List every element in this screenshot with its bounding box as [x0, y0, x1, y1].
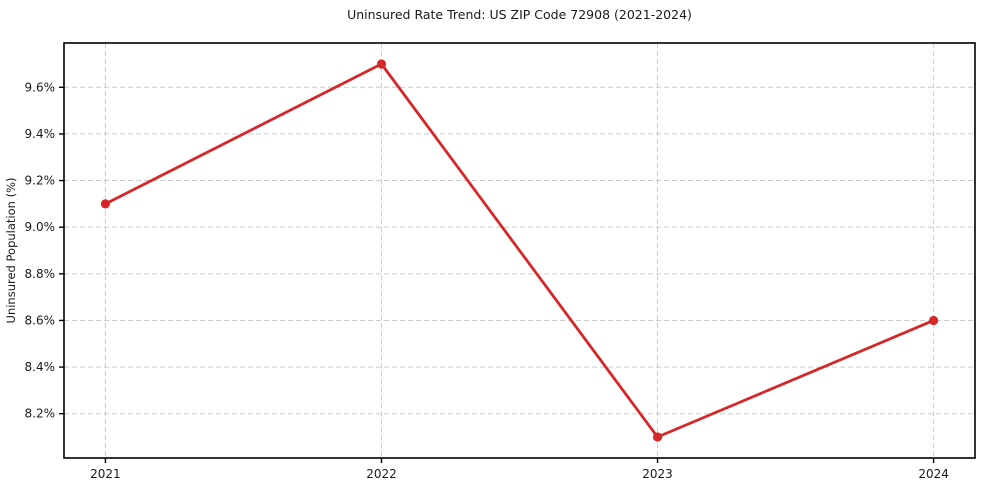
x-tick-label: 2021	[90, 467, 121, 481]
data-point-marker	[376, 59, 387, 69]
x-tick-label: 2024	[918, 467, 949, 481]
y-tick-label: 9.6%	[25, 80, 56, 94]
y-tick-label: 8.4%	[25, 360, 56, 374]
data-point-marker	[100, 199, 111, 209]
y-tick-label: 9.4%	[25, 127, 56, 141]
data-point-marker	[928, 315, 939, 326]
y-tick-label: 8.6%	[25, 313, 56, 327]
chart-title: Uninsured Rate Trend: US ZIP Code 72908 …	[347, 7, 692, 22]
y-tick-label: 9.2%	[25, 174, 56, 188]
y-tick-label: 9.0%	[25, 220, 56, 234]
y-axis-label: Uninsured Population (%)	[4, 178, 18, 324]
x-tick-label: 2022	[366, 467, 397, 481]
data-point-marker	[652, 432, 663, 442]
y-tick-label: 8.2%	[25, 407, 56, 421]
x-tick-label: 2023	[642, 467, 673, 481]
y-tick-label: 8.8%	[25, 267, 56, 281]
plot-frame	[63, 42, 976, 459]
trend-line	[104, 62, 935, 439]
